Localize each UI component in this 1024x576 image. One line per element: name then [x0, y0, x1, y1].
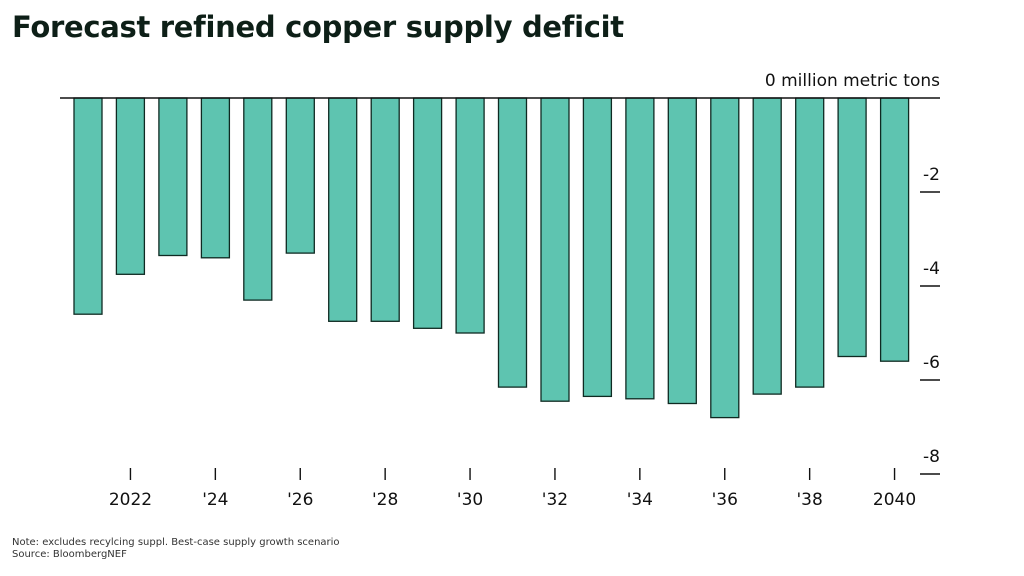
unit-label: 0 million metric tons [765, 71, 940, 91]
bar-2021 [73, 97, 103, 315]
bar-2035 [667, 97, 697, 405]
bar-2034 [625, 97, 655, 400]
bar-2037 [752, 97, 782, 395]
x-tick-label: '34 [627, 490, 653, 510]
chart-note: Note: excludes recylcing suppl. Best-cas… [12, 537, 340, 548]
x-tick-label: '30 [457, 490, 483, 510]
x-tick-label: '36 [712, 490, 738, 510]
x-tick-label: '24 [202, 490, 228, 510]
bar-2039 [837, 97, 867, 358]
y-tick-label: -4 [923, 259, 940, 279]
bar-2026 [285, 97, 315, 254]
bar-2031 [497, 97, 528, 388]
chart-title: Forecast refined copper supply deficit [12, 10, 624, 44]
bar-2038 [795, 97, 825, 388]
chart-source: Source: BloombergNEF [12, 549, 127, 560]
x-axis: 2022 '24 '26 '28 '30 '32 '34 '36 '38 2040 [109, 468, 916, 510]
footer: Note: excludes recylcing suppl. Best-cas… [12, 537, 340, 561]
x-tick-label: '28 [372, 490, 398, 510]
bar-2029 [412, 97, 443, 329]
bar-2036 [710, 97, 740, 419]
x-tick-label: '26 [287, 490, 313, 510]
x-tick-label: 2040 [873, 490, 916, 510]
bars-group [73, 97, 910, 419]
bar-2023 [158, 97, 188, 257]
bar-2040 [879, 97, 910, 362]
bar-2025 [243, 97, 273, 301]
bar-2033 [582, 97, 613, 398]
y-axis: -2 -4 -6 -8 [920, 165, 940, 475]
bar-2030 [455, 97, 485, 334]
bar-2024 [200, 97, 231, 259]
y-tick-label: -2 [923, 165, 940, 185]
x-tick-label: '32 [542, 490, 568, 510]
bar-2028 [370, 97, 400, 322]
bar-2032 [540, 97, 570, 402]
x-tick-label: '38 [796, 490, 822, 510]
bar-2027 [328, 97, 358, 322]
bar-2022 [115, 97, 146, 275]
x-tick-label: 2022 [109, 490, 152, 510]
y-tick-label: -6 [923, 353, 940, 373]
y-tick-label: -8 [923, 447, 940, 467]
